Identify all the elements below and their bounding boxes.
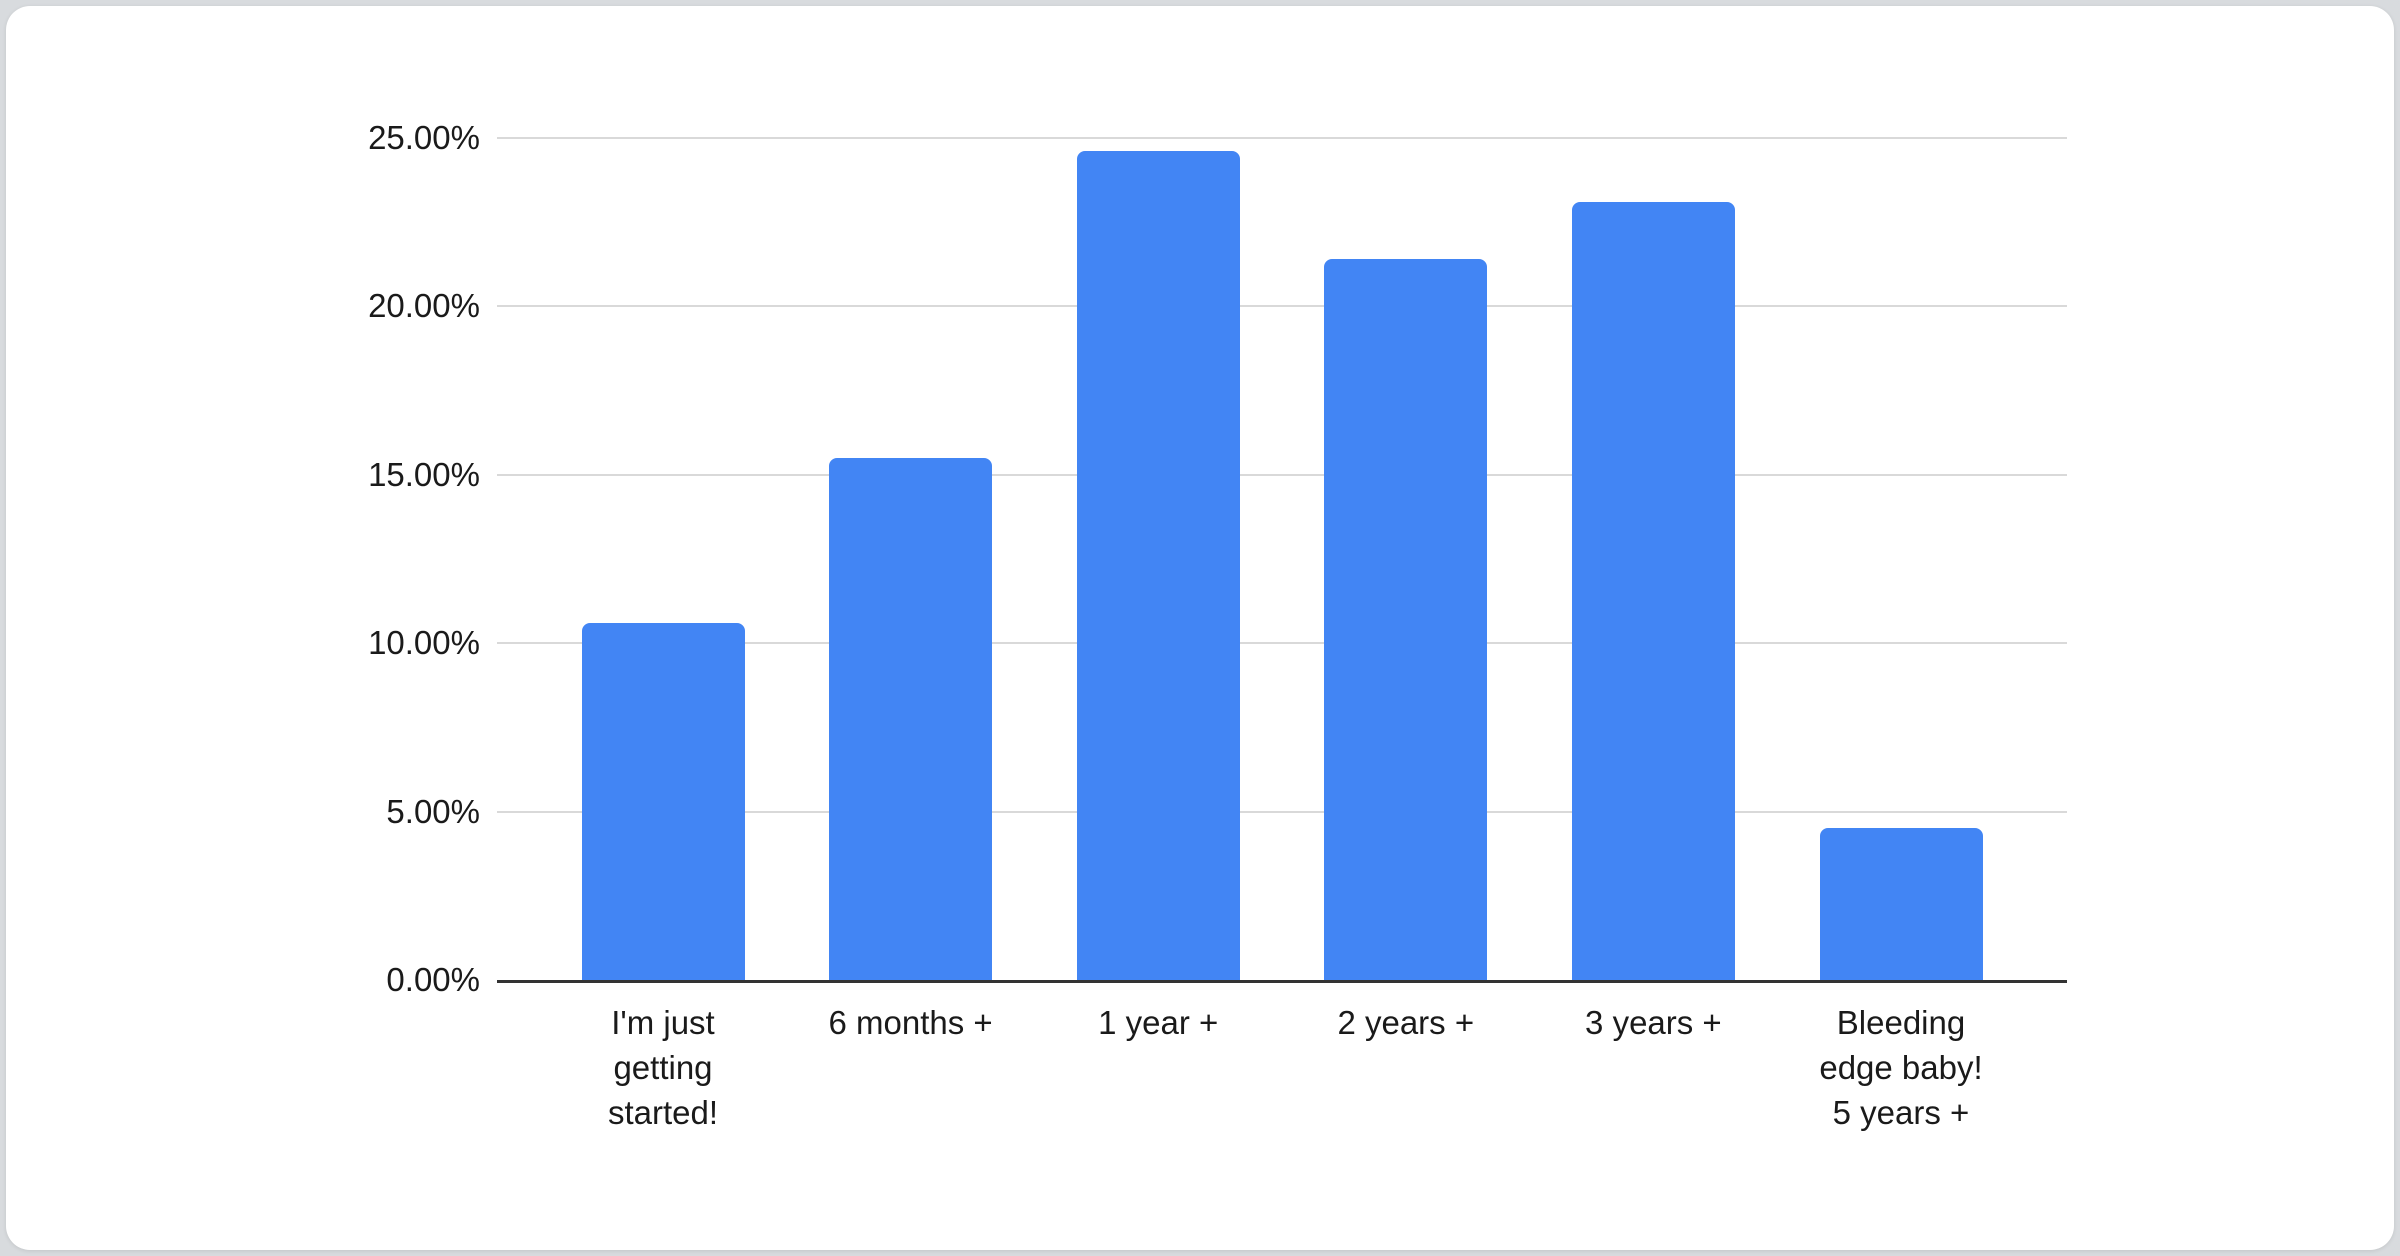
gridline — [497, 137, 2067, 139]
gridline — [497, 305, 2067, 308]
y-tick-label: 5.00% — [386, 792, 480, 830]
gridline — [497, 642, 2067, 645]
bar — [829, 457, 993, 980]
x-tick-label: 6 months + — [828, 1004, 993, 1041]
bar — [581, 623, 745, 980]
y-tick-label: 25.00% — [368, 119, 480, 156]
y-tick-label: 0.00% — [386, 961, 480, 998]
y-axis: 0.00% 5.00% 10.00% 15.00% 20.00% 25.00% — [6, 119, 480, 998]
gridline — [497, 810, 2067, 813]
x-axis-line — [497, 980, 2067, 983]
gridline — [497, 473, 2067, 476]
plot-area — [497, 137, 2067, 983]
x-tick-label: Bleeding edge baby! 5 years + — [1819, 1004, 1983, 1131]
x-tick-label: 3 years + — [1585, 1004, 1722, 1041]
y-tick-label: 10.00% — [368, 624, 480, 662]
x-tick-label: 1 year + — [1098, 1004, 1219, 1041]
x-axis: I'm just getting started! 6 months + 1 yea… — [497, 1000, 2067, 1200]
bar — [1076, 151, 1240, 980]
bar — [1819, 828, 1983, 980]
bar — [1324, 259, 1488, 980]
bar — [1571, 202, 1735, 980]
chart-card: 0.00% 5.00% 10.00% 15.00% 20.00% 25.00% I'm j… — [6, 6, 2394, 1250]
y-tick-label: 15.00% — [368, 455, 480, 493]
y-tick-label: 20.00% — [368, 287, 480, 325]
x-tick-label: 2 years + — [1337, 1004, 1475, 1041]
x-tick-label: I'm just getting started! — [607, 1004, 719, 1131]
